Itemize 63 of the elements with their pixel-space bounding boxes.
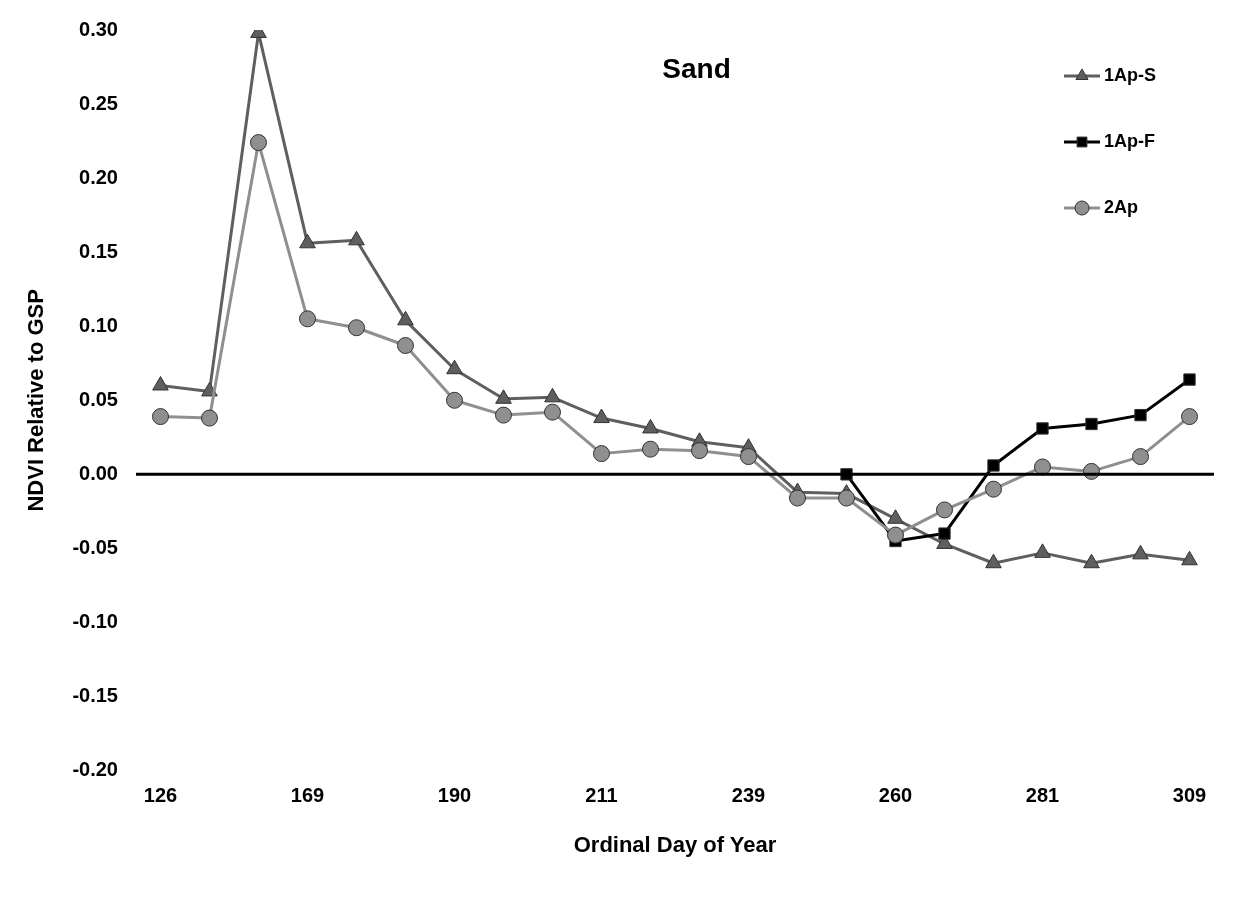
legend-label: 2Ap [1104,196,1139,217]
point [1083,553,1100,569]
point [592,445,610,463]
legend-label: 1Ap-F [1104,130,1155,151]
y-tick-label: -0.15 [72,684,118,707]
point [789,489,806,507]
point [985,480,1002,498]
point [838,489,855,507]
point [298,310,316,328]
x-tick-label: 190 [437,784,472,807]
point [544,387,561,403]
point [1085,417,1098,431]
point [1183,373,1196,386]
y-tick-label: -0.10 [72,610,118,632]
y-tick-label: 0.05 [79,387,118,410]
y-tick-label: 0.25 [79,91,118,114]
x-tick-label: 126 [143,784,178,807]
point [495,389,512,404]
point [151,408,169,426]
point [347,319,365,337]
y-tick-label: 0.10 [79,313,118,336]
point [887,509,904,524]
point [936,501,953,519]
x-tick-label: 169 [290,784,325,807]
point [445,391,463,409]
point [1036,422,1049,435]
x-axis-title: Ordinal Day of Year [573,831,777,857]
y-tick-label: 0.15 [79,239,118,262]
x-tick-label: 309 [1172,784,1207,807]
point [1034,458,1051,476]
point [446,359,463,375]
point [1034,543,1051,558]
point [938,527,951,540]
point [690,442,708,460]
point [543,403,561,421]
y-tick-label: 0.00 [79,461,118,484]
y-tick-label: 0.30 [79,17,118,40]
point [396,337,414,354]
point [593,408,610,424]
legend-label: 1Ap-S [1104,64,1157,85]
y-tick-label: 0.20 [79,165,118,188]
point [1181,550,1198,566]
point [200,409,218,427]
y-tick-label: -0.05 [72,535,118,558]
point [1181,408,1198,426]
point [641,440,659,458]
x-tick-label: 281 [1025,784,1060,807]
point [1132,448,1149,466]
point [642,418,659,434]
point [1132,544,1149,560]
point [987,459,1000,472]
point [739,448,757,466]
x-tick-label: 239 [731,784,766,807]
y-tick-label: -0.20 [72,758,118,781]
text: Sand [662,52,731,84]
point [985,553,1002,569]
point [494,406,512,424]
point [887,526,904,544]
x-tick-label: 260 [878,784,913,807]
x-tick-label: 211 [585,784,618,807]
point [249,134,267,152]
y-axis-title: NDVI Relative to GSP [23,289,49,512]
point [1134,408,1147,422]
